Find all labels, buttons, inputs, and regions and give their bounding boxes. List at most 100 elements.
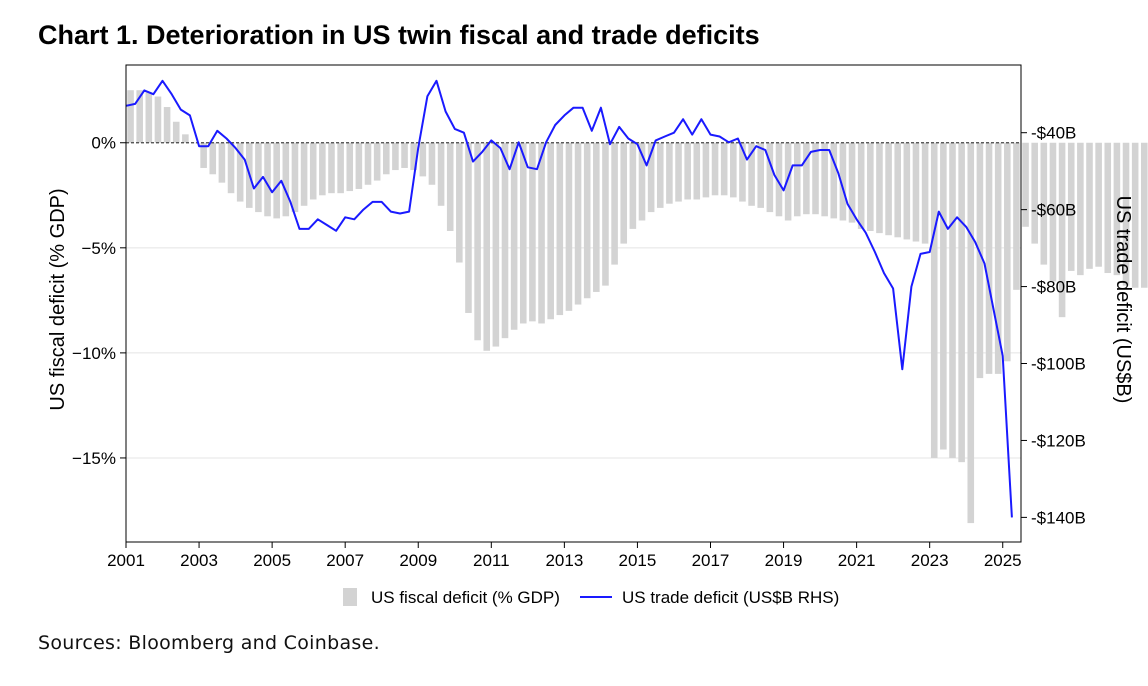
- fiscal-bar: [182, 134, 189, 143]
- chart-title: Chart 1. Deterioration in US twin fiscal…: [38, 20, 760, 50]
- fiscal-bar: [848, 142, 856, 223]
- fiscal-bar: [867, 142, 874, 232]
- fiscal-bar: [1067, 142, 1075, 271]
- fiscal-bar: [748, 142, 755, 206]
- source-note: Sources: Bloomberg and Coinbase.: [38, 632, 380, 654]
- fiscal-bar: [218, 142, 226, 183]
- fiscal-bar: [857, 142, 865, 229]
- fiscal-bar: [1095, 142, 1102, 267]
- x-tick-label: 2011: [473, 551, 510, 570]
- fiscal-bar: [1049, 142, 1057, 282]
- fiscal-bar: [885, 142, 892, 236]
- right-tick-label: -$140B: [1031, 508, 1086, 527]
- fiscal-bar: [1004, 142, 1011, 362]
- legend: US fiscal deficit (% GDP) US trade defic…: [343, 588, 839, 607]
- right-tick-label: -$40B: [1031, 124, 1076, 143]
- fiscal-bar: [364, 142, 372, 185]
- fiscal-bar: [775, 142, 783, 217]
- fiscal-bar: [903, 142, 911, 240]
- fiscal-bar: [510, 142, 518, 330]
- fiscal-bar: [702, 142, 710, 198]
- right-tick-label: -$60B: [1031, 201, 1076, 220]
- fiscal-bar: [428, 142, 436, 185]
- left-tick-label: −10%: [72, 344, 116, 363]
- fiscal-bar: [1040, 142, 1048, 265]
- fiscal-bar: [839, 142, 847, 221]
- right-axis-label: US trade deficit (US$B): [1112, 196, 1134, 404]
- fiscal-bar: [328, 142, 335, 194]
- x-tick-label: 2005: [253, 551, 291, 570]
- fiscal-bar: [620, 142, 628, 244]
- left-tick-label: −5%: [82, 239, 117, 258]
- x-tick-label: 2019: [765, 551, 803, 570]
- fiscal-bar: [593, 142, 600, 292]
- fiscal-bar: [300, 142, 308, 206]
- fiscal-bar: [1077, 142, 1084, 276]
- fiscal-bar: [629, 142, 637, 229]
- fiscal-bar: [994, 142, 1002, 374]
- fiscal-bar: [209, 142, 217, 175]
- fiscal-bar: [309, 142, 317, 200]
- fiscal-bar: [1122, 142, 1130, 286]
- fiscal-bar: [154, 96, 162, 143]
- fiscal-bar: [392, 142, 399, 171]
- fiscal-bar: [739, 142, 746, 202]
- fiscal-bar: [803, 142, 810, 215]
- fiscal-bar: [684, 142, 691, 200]
- fiscal-bar: [940, 142, 947, 450]
- fiscal-bar: [583, 142, 591, 299]
- fiscal-bar: [711, 142, 719, 196]
- fiscal-bar: [227, 142, 235, 194]
- fiscal-bar: [355, 142, 363, 189]
- fiscal-bar: [319, 142, 326, 196]
- fiscal-bar: [401, 142, 408, 168]
- fiscal-bar: [346, 142, 354, 192]
- fiscal-bar: [757, 142, 765, 208]
- fiscal-bar: [519, 142, 527, 324]
- fiscal-bar: [1031, 142, 1038, 244]
- fiscal-bar: [958, 142, 965, 463]
- fiscal-bar: [784, 142, 792, 221]
- x-tick-label: 2015: [619, 551, 657, 570]
- fiscal-bar: [1058, 142, 1066, 318]
- fiscal-bar: [236, 142, 244, 202]
- fiscal-bar: [766, 142, 774, 213]
- fiscal-bar: [1141, 142, 1148, 288]
- legend-swatch-fiscal: [343, 588, 357, 606]
- fiscal-bar: [437, 142, 445, 206]
- left-tick-label: 0%: [91, 134, 116, 153]
- x-tick-label: 2001: [107, 551, 145, 570]
- fiscal-bar: [200, 142, 207, 168]
- fiscal-bar: [373, 142, 381, 181]
- fiscal-bar: [647, 142, 655, 213]
- left-tick-label: −15%: [72, 449, 116, 468]
- fiscal-bar: [163, 107, 171, 143]
- fiscal-bar: [967, 142, 975, 524]
- x-tick-label: 2023: [911, 551, 949, 570]
- fiscal-bar: [492, 142, 500, 347]
- fiscal-bar: [793, 142, 801, 217]
- right-tick-label: -$100B: [1031, 355, 1086, 374]
- fiscal-bar: [1113, 142, 1121, 276]
- x-tick-label: 2025: [984, 551, 1022, 570]
- fiscal-bar: [693, 142, 701, 200]
- fiscal-bar: [1022, 142, 1029, 227]
- fiscal-bar: [456, 142, 463, 263]
- right-tick-label: -$120B: [1031, 431, 1086, 450]
- plot-frame: [125, 64, 1022, 543]
- fiscal-bar: [538, 142, 545, 324]
- fiscal-bar: [145, 92, 153, 143]
- x-tick-label: 2009: [399, 551, 437, 570]
- fiscal-bar: [273, 142, 280, 219]
- fiscal-bar: [565, 142, 573, 311]
- x-tick-label: 2017: [692, 551, 730, 570]
- fiscal-bar: [1013, 142, 1020, 290]
- axis-ticks: 0% −5% −10% −15% -$40B -$60B -$80B -$100B -$120B…: [72, 124, 1086, 570]
- fiscal-bar: [127, 90, 134, 143]
- fiscal-bar: [830, 142, 838, 219]
- fiscal-bar: [730, 142, 737, 198]
- fiscal-bar: [291, 142, 299, 213]
- x-tick-label: 2021: [838, 551, 876, 570]
- fiscal-bar: [410, 142, 417, 171]
